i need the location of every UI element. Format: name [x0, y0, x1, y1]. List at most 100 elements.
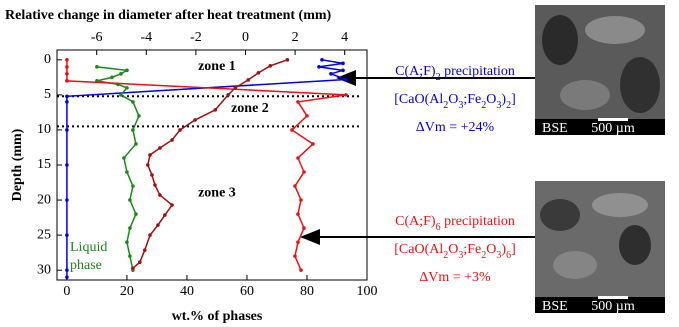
data-point	[246, 78, 251, 82]
scale-bar-label: 500 µm	[591, 299, 635, 314]
note-text: O	[448, 242, 458, 257]
subscript: 2	[436, 72, 441, 83]
data-point	[193, 118, 197, 122]
x2-tick-label: 4	[341, 30, 348, 45]
data-point	[119, 72, 123, 76]
note-text: [CaO(Al	[394, 242, 443, 257]
x2-tick-label: -2	[190, 30, 202, 45]
data-point	[341, 68, 345, 73]
data-point	[137, 114, 141, 118]
note-text: ]	[511, 92, 516, 107]
note-line: [CaO(Al2O3;Fe2O3)6]	[394, 242, 515, 261]
subscript: 3	[458, 250, 463, 261]
data-point	[302, 226, 306, 230]
subscript: 2	[443, 100, 448, 111]
data-point	[293, 184, 297, 188]
data-point	[170, 138, 174, 142]
data-point	[296, 156, 300, 160]
data-point	[128, 226, 132, 230]
micrograph-label: BSE	[542, 121, 568, 136]
data-point	[138, 260, 142, 264]
y-tick-label: 5	[44, 87, 51, 102]
x2-tick-label: -4	[140, 30, 152, 45]
series-line	[66, 59, 347, 278]
y-axis-label: Depth (mm)	[10, 128, 25, 201]
data-point	[305, 114, 309, 118]
data-point	[134, 212, 138, 216]
x-tick-label: 60	[240, 284, 254, 299]
y-tick-label: 20	[37, 192, 51, 207]
note-text: precipitation	[441, 214, 515, 229]
data-point	[153, 183, 157, 187]
zone-label: zone 2	[231, 101, 269, 116]
data-point	[65, 198, 69, 202]
data-point	[299, 198, 303, 202]
subscript: 2	[443, 250, 448, 261]
note-text: precipitation	[441, 64, 515, 79]
data-point	[125, 170, 129, 174]
data-point	[150, 173, 154, 177]
data-point	[226, 93, 230, 97]
data-point	[65, 268, 69, 272]
y-tick-label: 0	[44, 52, 51, 67]
data-point	[125, 68, 129, 73]
note-line: ΔVm = +3%	[419, 270, 491, 285]
data-point	[311, 142, 315, 146]
data-point	[178, 128, 182, 132]
data-point	[163, 213, 167, 217]
chart-title: Relative change in diameter after heat t…	[5, 8, 332, 23]
note-text: [CaO(Al	[394, 92, 443, 107]
zone-label: zone 1	[198, 59, 236, 74]
x-tick-label: 20	[120, 284, 134, 299]
data-point	[65, 100, 69, 104]
data-point	[119, 93, 123, 97]
note-text: )	[501, 92, 506, 107]
data-point	[317, 65, 321, 69]
note-line: C(A;F)6 precipitation	[395, 214, 515, 233]
note-line: C(A;F)2 precipitation	[395, 64, 515, 83]
data-point	[148, 233, 152, 237]
data-point	[65, 275, 69, 279]
data-point	[158, 193, 162, 197]
note-text: ΔVm = +3%	[419, 270, 491, 285]
data-point	[156, 223, 160, 227]
data-point	[296, 212, 300, 216]
x2-tick-label: -6	[91, 30, 103, 45]
data-point	[128, 254, 132, 258]
micrograph-2	[535, 181, 665, 313]
note-text: )	[501, 242, 506, 257]
subscript: 2	[481, 250, 486, 261]
data-point	[65, 79, 69, 83]
note-text: C(A;F)	[395, 214, 436, 229]
data-point	[256, 71, 261, 75]
subscript: 6	[436, 222, 441, 233]
data-point	[65, 65, 69, 69]
micrograph-label: BSE	[542, 299, 568, 314]
y-tick-label: 15	[37, 157, 51, 172]
data-point	[131, 100, 135, 104]
data-point	[128, 198, 132, 202]
data-point	[131, 128, 135, 132]
x-tick-label: 100	[357, 284, 378, 299]
data-point	[296, 240, 300, 244]
data-point	[148, 153, 152, 157]
data-point	[170, 203, 174, 207]
subscript: 3	[496, 250, 501, 261]
data-point	[125, 86, 129, 90]
x-tick-label: 0	[63, 284, 70, 299]
data-point	[344, 93, 348, 97]
data-point	[285, 58, 290, 62]
data-point	[145, 163, 150, 167]
data-point	[122, 156, 126, 160]
x-axis-label: wt.% of phases	[172, 309, 263, 324]
zone-label: zone 3	[198, 185, 236, 200]
note-text: O	[486, 242, 496, 257]
data-point	[65, 72, 69, 76]
data-point	[293, 254, 297, 258]
note-text: ;Fe	[463, 92, 481, 107]
y-tick-label: 25	[37, 227, 51, 242]
micrograph-1	[535, 5, 665, 135]
data-point	[65, 163, 69, 167]
x2-tick-label: 2	[292, 30, 299, 45]
